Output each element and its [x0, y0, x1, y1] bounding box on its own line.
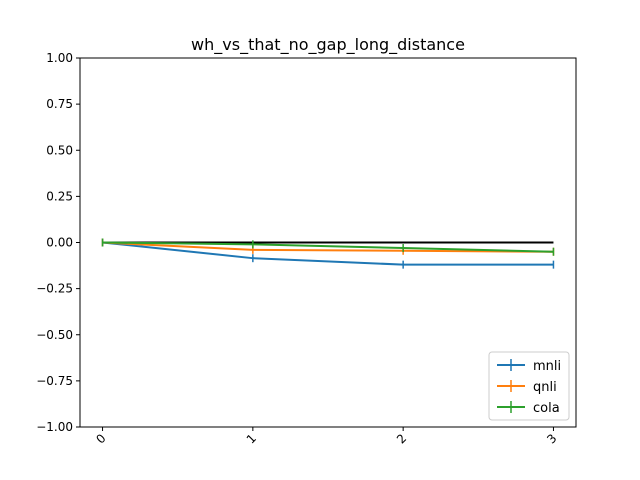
x-tick-label: 0	[93, 431, 108, 446]
x-axis: 0 1 2 3	[93, 427, 560, 447]
legend-label-qnli: qnli	[533, 380, 557, 395]
y-tick-label: −0.75	[36, 374, 73, 388]
y-tick-label: 0.50	[46, 143, 73, 157]
x-tick-label: 2	[394, 431, 409, 446]
y-tick-label: 1.00	[46, 51, 73, 65]
y-axis: −1.00 −0.75 −0.50 −0.25 0.00 0.25 0.50 0.75 1.00	[36, 51, 80, 434]
y-tick-label: −1.00	[36, 420, 73, 434]
y-tick-label: 0.75	[46, 97, 73, 111]
plot-area	[101, 238, 555, 269]
legend-label-mnli: mnli	[533, 359, 561, 374]
chart-title: wh_vs_that_no_gap_long_distance	[191, 35, 465, 55]
y-tick-label: −0.25	[36, 282, 73, 296]
legend: mnli qnli cola	[488, 351, 570, 421]
series-line-cola	[102, 241, 554, 253]
x-tick-label: 3	[544, 431, 559, 446]
y-tick-label: 0.25	[46, 189, 73, 203]
y-tick-label: −0.50	[36, 328, 73, 342]
legend-box	[488, 351, 570, 421]
y-tick-label: 0.00	[46, 236, 73, 250]
x-tick-label: 1	[244, 431, 259, 446]
legend-label-cola: cola	[533, 401, 560, 416]
series-line-mnli	[102, 241, 554, 266]
series-line-qnli	[102, 241, 554, 253]
